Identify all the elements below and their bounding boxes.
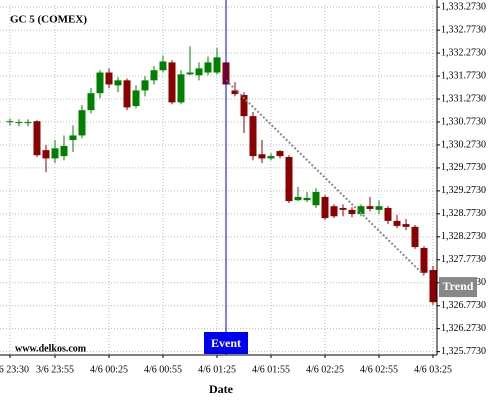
candle-body: [303, 197, 311, 201]
candle-body: [204, 62, 212, 73]
candle-body: [276, 151, 284, 157]
candle-body: [24, 122, 32, 124]
event-label: Event: [211, 336, 241, 350]
candle-body: [366, 206, 374, 209]
trend-label: Trend: [443, 279, 474, 293]
candle-body: [312, 191, 320, 206]
candle-body: [294, 196, 302, 201]
candle-body: [258, 154, 266, 159]
candle-body: [96, 72, 104, 94]
candle-body: [60, 146, 68, 157]
y-tick-label: 1,332.7730: [441, 24, 486, 35]
y-tick-label: 1,325.7730: [441, 346, 486, 357]
x-tick-label: 4/6 03:25: [414, 364, 452, 375]
y-tick-label: 1,329.7730: [441, 162, 486, 173]
x-tick-label: 4/6 01:55: [252, 364, 290, 375]
y-tick-label: 1,330.7730: [441, 116, 486, 127]
candle-body: [240, 95, 248, 117]
candle-body: [213, 57, 221, 73]
candle-body: [285, 157, 293, 202]
candle-body: [78, 110, 86, 136]
y-tick-label: 1,328.7730: [441, 208, 486, 219]
candle-body: [411, 226, 419, 248]
candle-body: [195, 68, 203, 76]
candle-body: [420, 247, 428, 273]
y-tick-label: 1,327.7730: [441, 254, 486, 265]
x-tick-label: 3/6 23:30: [0, 364, 29, 375]
candle-body: [249, 116, 257, 157]
trend-label-box: [439, 277, 477, 298]
watermark: www.delkos.com: [15, 343, 87, 354]
event-label-box: [204, 332, 248, 354]
candle-body: [393, 220, 401, 226]
candle-body: [186, 72, 194, 75]
x-axis-title: Date: [209, 382, 234, 396]
candle-body: [321, 196, 329, 219]
y-tick-label: 1,326.7730: [441, 300, 486, 311]
candle-body: [429, 270, 437, 303]
candle-body: [339, 208, 347, 210]
y-tick-label: 1,328.2730: [441, 231, 486, 242]
y-tick-label: 1,331.2730: [441, 93, 486, 104]
candle-body: [330, 206, 338, 217]
candle-body: [150, 70, 158, 81]
candle-body: [348, 209, 356, 214]
candle-body: [267, 156, 275, 159]
candle-body: [402, 224, 410, 227]
candle-body: [141, 80, 149, 91]
y-tick-label: 1,331.7730: [441, 70, 486, 81]
candle-body: [114, 80, 122, 86]
candle-body: [159, 61, 167, 71]
x-tick-label: 3/6 23:55: [36, 364, 74, 375]
candle-body: [177, 74, 185, 103]
x-tick-label: 4/6 02:55: [360, 364, 398, 375]
candle-body: [105, 72, 113, 85]
y-tick-label: 1,332.2730: [441, 47, 486, 58]
candle-body: [42, 150, 50, 159]
candle-body: [33, 121, 41, 156]
chart-title: GC 5 (COMEX): [10, 14, 87, 26]
x-tick-label: 4/6 01:25: [198, 364, 236, 375]
candle-body: [15, 122, 23, 124]
x-tick-label: 4/6 00:55: [144, 364, 182, 375]
x-tick-label: 4/6 00:25: [90, 364, 128, 375]
candle-body: [357, 206, 365, 214]
candle-body: [51, 148, 59, 159]
candle-body: [6, 121, 14, 123]
candle-body: [123, 80, 131, 108]
candle-body: [132, 90, 140, 107]
candle-body: [384, 208, 392, 221]
y-tick-label: 1,329.2730: [441, 185, 486, 196]
candle-body: [168, 62, 176, 103]
candle-body: [87, 93, 95, 111]
y-tick-label: 1,333.2730: [441, 1, 486, 12]
candle-body: [69, 135, 77, 141]
x-tick-label: 4/6 02:25: [306, 364, 344, 375]
y-tick-label: 1,326.2730: [441, 323, 486, 334]
y-tick-label: 1,330.2730: [441, 139, 486, 150]
candle-body: [231, 90, 239, 95]
candle-body: [375, 206, 383, 210]
